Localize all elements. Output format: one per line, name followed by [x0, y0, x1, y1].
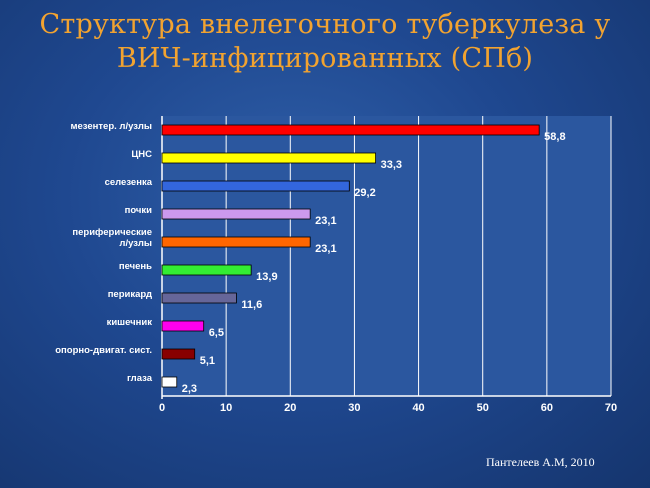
x-tick-label: 40	[412, 402, 424, 414]
bar	[161, 320, 205, 332]
data-label: 33,3	[381, 159, 402, 171]
data-label: 23,1	[315, 215, 336, 227]
title-line-2: ВИЧ-инфицированных (СПб)	[116, 43, 534, 74]
data-label: 2,3	[182, 383, 197, 395]
category-label: печень	[119, 261, 152, 272]
category-label: ЦНС	[131, 149, 152, 160]
data-label: 58,8	[544, 131, 565, 143]
category-label: мезентер. л/узлы	[70, 121, 152, 132]
data-label: 5,1	[200, 355, 215, 367]
author-credit: Пантелеев А.М, 2010	[486, 455, 595, 469]
category-label: почки	[125, 205, 153, 216]
bar	[161, 180, 350, 192]
slide-title: Структура внелегочного туберкулеза у ВИЧ…	[0, 8, 650, 76]
data-label: 23,1	[315, 243, 336, 255]
data-label: 6,5	[209, 327, 224, 339]
bar	[161, 264, 252, 276]
category-label: перикард	[108, 289, 152, 300]
x-tick-label: 10	[220, 402, 232, 414]
bar	[161, 152, 376, 164]
data-label: 29,2	[354, 187, 375, 199]
category-label: глаза	[127, 373, 153, 384]
bar	[161, 348, 196, 360]
bar	[161, 208, 311, 220]
category-label: селезенка	[105, 177, 153, 188]
x-tick-label: 50	[477, 402, 489, 414]
category-label: периферические	[72, 227, 152, 238]
category-label: л/узлы	[119, 238, 152, 249]
category-label: опорно-двигат. сист.	[55, 345, 152, 356]
bar	[161, 376, 178, 388]
x-tick-label: 30	[348, 402, 360, 414]
bar	[161, 236, 311, 248]
data-label: 11,6	[241, 299, 262, 311]
x-tick-label: 60	[541, 402, 553, 414]
x-tick-label: 70	[605, 402, 617, 414]
data-label: 13,9	[256, 271, 277, 283]
title-line-1: Структура внелегочного туберкулеза у	[39, 9, 611, 40]
x-tick-label: 0	[159, 402, 165, 414]
bar	[161, 124, 540, 136]
category-label: кишечник	[107, 317, 153, 328]
x-tick-label: 20	[284, 402, 296, 414]
bar	[161, 292, 237, 304]
